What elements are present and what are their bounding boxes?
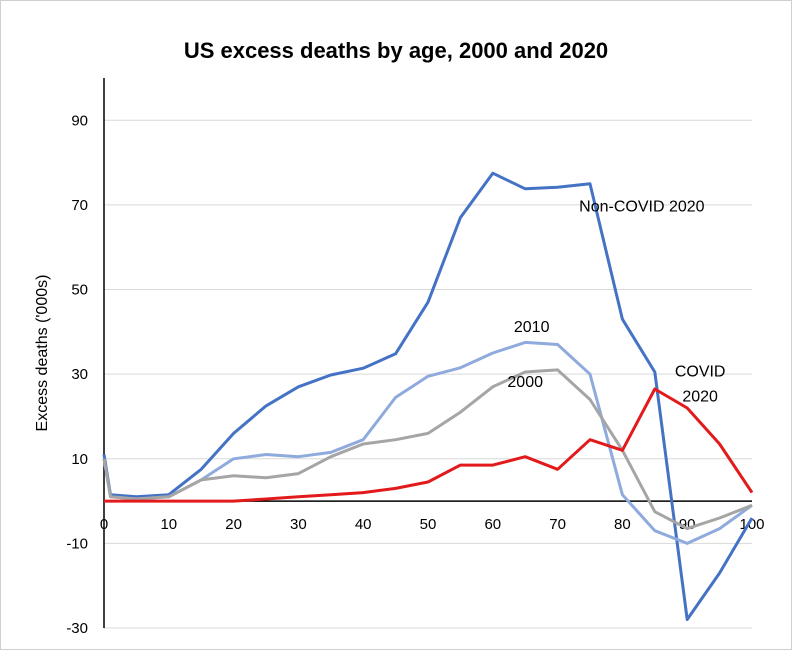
series-lines <box>102 171 754 621</box>
axes <box>103 78 752 628</box>
y-tick-label: 30 <box>71 366 88 383</box>
annotations: Non-COVID 2020 2010 2000 COVID 2020 <box>507 198 725 405</box>
x-tick-label: 90 <box>679 516 696 533</box>
x-tick-label: 0 <box>100 516 108 533</box>
y-tick-label: -30 <box>66 620 88 637</box>
series-line-non-covid-2020 <box>102 171 754 621</box>
series-annotation: 2000 <box>507 374 543 391</box>
series-annotation: 2010 <box>514 319 550 336</box>
x-tick-labels: 0 10 20 30 40 50 60 70 80 90 100 <box>100 516 765 533</box>
x-tick-label: 40 <box>355 516 372 533</box>
series-annotation: Non-COVID 2020 <box>579 198 704 215</box>
chart-title: US excess deaths by age, 2000 and 2020 <box>183 38 609 63</box>
y-axis-label: Excess deaths ('000s) <box>34 275 51 432</box>
x-tick-label: 10 <box>160 516 177 533</box>
y-tick-labels: -30 -10 10 30 50 70 90 <box>66 112 88 637</box>
y-tick-label: -10 <box>66 535 88 552</box>
x-tick-label: 60 <box>484 516 501 533</box>
y-tick-label: 10 <box>71 451 88 468</box>
gridlines <box>104 119 752 629</box>
y-tick-label: 70 <box>71 197 88 214</box>
x-tick-label: 70 <box>549 516 566 533</box>
series-annotation: COVID <box>675 363 726 380</box>
y-tick-label: 50 <box>71 282 88 299</box>
series-annotation: 2020 <box>682 389 718 406</box>
x-tick-label: 50 <box>420 516 437 533</box>
series-line-2000 <box>102 368 753 531</box>
y-tick-label: 90 <box>71 112 88 129</box>
x-tick-label: 20 <box>225 516 242 533</box>
x-tick-label: 80 <box>614 516 631 533</box>
series-line-covid-2020 <box>104 387 754 503</box>
x-tick-label: 30 <box>290 516 307 533</box>
